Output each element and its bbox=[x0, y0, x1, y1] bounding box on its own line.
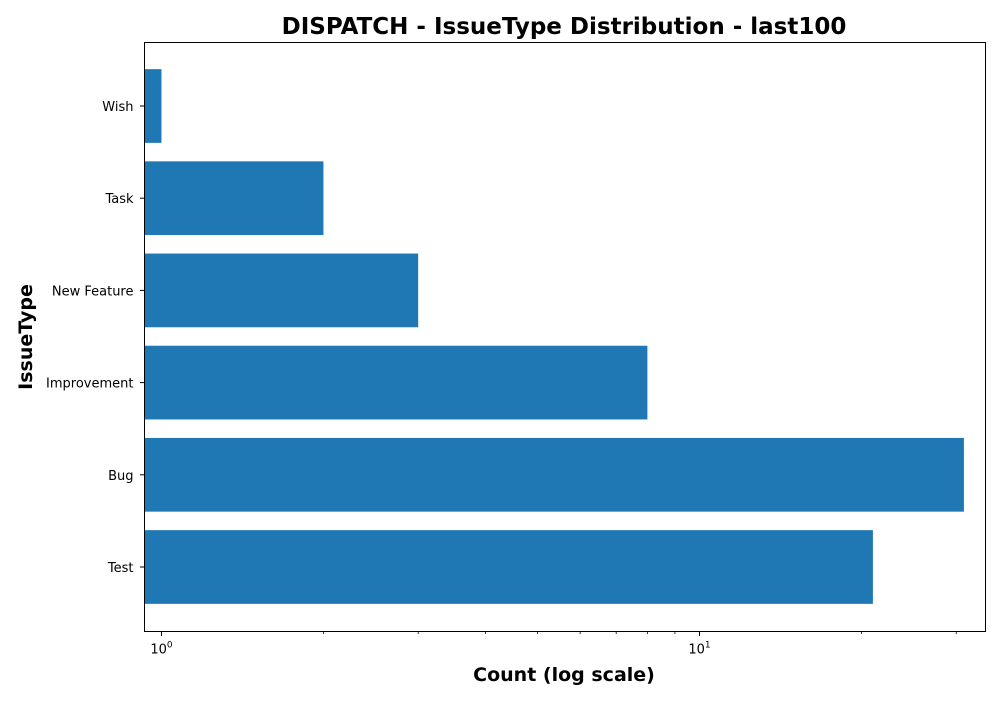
y-tick-label: Task bbox=[104, 192, 134, 207]
y-axis-ticks: Wish Task New Feature Improvement Bug Test bbox=[46, 100, 145, 576]
bar-test bbox=[144, 530, 873, 604]
bar-bug bbox=[144, 437, 964, 512]
y-tick-label: New Feature bbox=[52, 284, 134, 299]
chart-title: DISPATCH - IssueType Distribution - last… bbox=[282, 14, 847, 40]
x-axis-label: Count (log scale) bbox=[473, 664, 655, 686]
x-tick-label: 101 bbox=[688, 641, 710, 658]
y-tick-label: Test bbox=[107, 561, 134, 576]
y-tick-label: Bug bbox=[108, 469, 133, 484]
bar-new-feature bbox=[144, 253, 419, 328]
bars bbox=[144, 69, 964, 604]
y-tick-label: Wish bbox=[102, 100, 133, 115]
y-tick-label: Improvement bbox=[46, 377, 133, 392]
plot-frame bbox=[144, 42, 986, 632]
x-axis-ticks: 100 101 bbox=[150, 631, 711, 658]
bar-improvement bbox=[144, 345, 648, 420]
y-axis-label: IssueType bbox=[15, 284, 37, 390]
bar-task bbox=[144, 161, 324, 236]
bar-wish bbox=[144, 69, 162, 143]
x-tick-label: 100 bbox=[150, 641, 173, 658]
